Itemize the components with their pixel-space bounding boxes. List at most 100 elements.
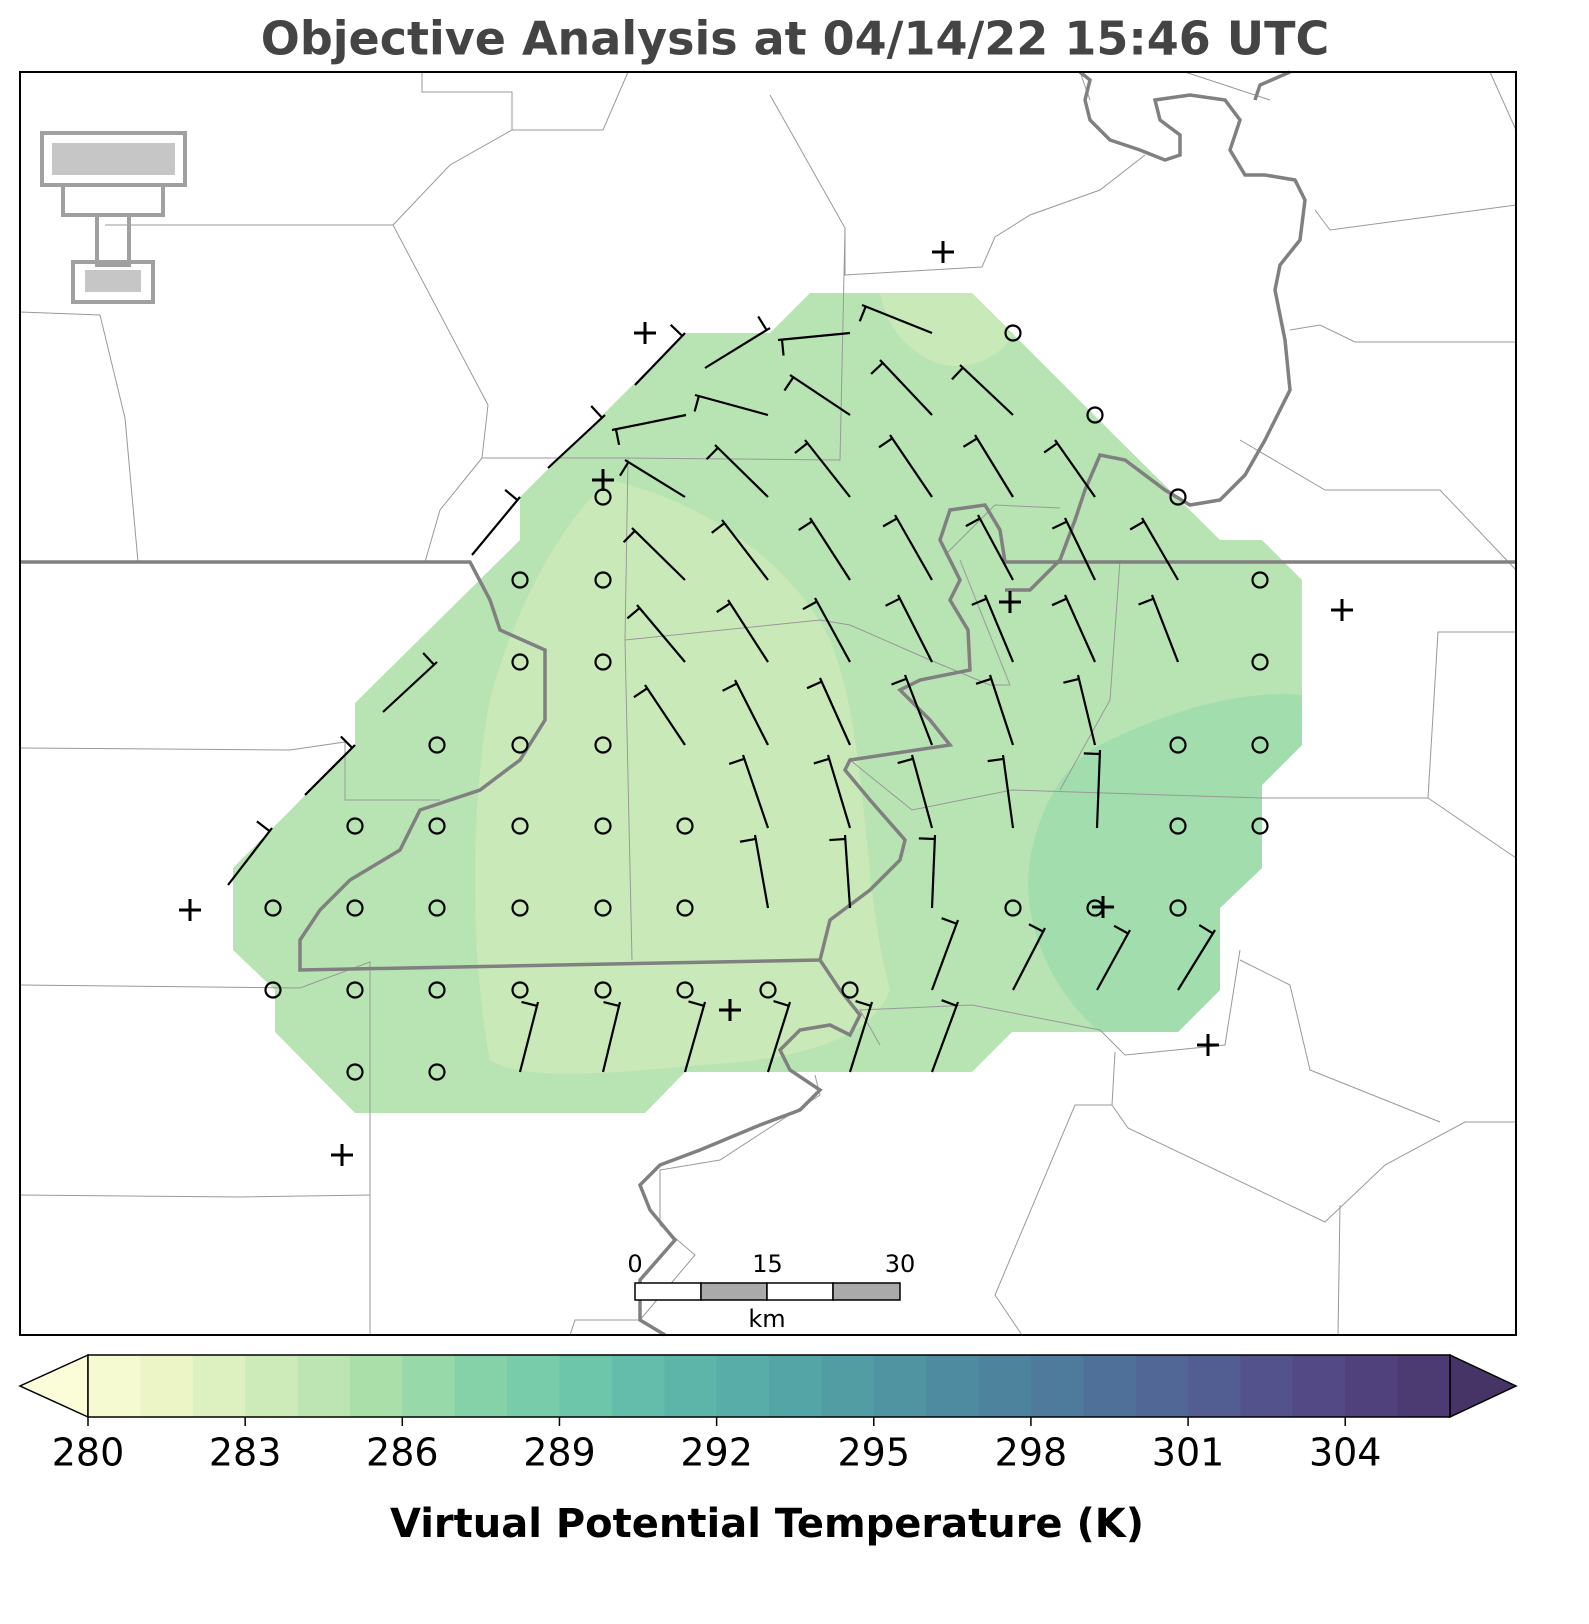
colorbar-segment	[192, 1355, 246, 1417]
calm-station	[1251, 817, 1269, 835]
barb-staff	[889, 434, 933, 498]
barb-staff	[977, 514, 1014, 581]
barb-staff	[624, 459, 686, 498]
scale-tick-label: 15	[752, 1250, 783, 1278]
calm-station	[1169, 899, 1187, 917]
barb-staff	[818, 677, 852, 746]
barb-staff	[894, 514, 933, 581]
barb-flag	[521, 1000, 538, 1007]
colorbar-segment	[88, 1355, 141, 1417]
analysis-fill	[233, 293, 1302, 1113]
scale-tick-label: 0	[627, 1250, 642, 1278]
barb-flag	[716, 602, 731, 613]
barb-flag	[669, 324, 683, 337]
barb-flag	[256, 820, 271, 833]
barb-staff	[910, 754, 934, 829]
barb-flag	[855, 999, 872, 1007]
barb-flag	[1198, 924, 1214, 935]
scale-unit: km	[748, 1305, 785, 1333]
calm-station	[346, 981, 364, 999]
barb-staff	[804, 439, 851, 498]
calm-station	[676, 899, 694, 917]
colorbar-frame	[87, 1354, 1451, 1418]
barb-staff	[636, 604, 686, 663]
barb-staff	[634, 332, 686, 386]
colorbar-segment	[716, 1355, 770, 1417]
missing-station	[999, 591, 1021, 613]
missing-station	[592, 469, 614, 491]
colorbar-label: Virtual Potential Temperature (K)	[390, 1501, 1144, 1547]
calm-station	[511, 653, 529, 671]
barb-staff	[1095, 749, 1102, 829]
calm-station	[511, 899, 529, 917]
calm-station	[1004, 324, 1022, 342]
barb-flag	[829, 837, 846, 842]
colorbar-tick-label: 295	[838, 1431, 911, 1475]
colorbar-extend-low	[18, 1353, 89, 1419]
barb-flag	[757, 315, 768, 331]
missing-station	[1092, 896, 1114, 918]
barb-flag	[728, 757, 745, 766]
barb-flag	[603, 1001, 620, 1007]
map: 0 15 30 km	[19, 70, 1517, 1337]
barb-staff	[1177, 929, 1216, 991]
barb-flag	[885, 597, 901, 607]
barb-flag	[951, 366, 964, 381]
barb-staff	[714, 444, 769, 498]
barb-staff	[227, 827, 273, 886]
barb-staff	[930, 834, 937, 909]
missing-station	[1331, 599, 1353, 621]
missing-station	[1197, 1034, 1219, 1056]
calm-station	[594, 571, 612, 589]
barb-flag	[1051, 520, 1068, 530]
calm-station	[594, 981, 612, 999]
colorbar-tick-label: 286	[366, 1431, 439, 1475]
barb-flag	[1063, 677, 1080, 684]
map-frame	[19, 71, 1517, 1336]
scale-tick-label: 30	[885, 1250, 916, 1278]
calm-station	[428, 736, 446, 754]
barb-flag	[340, 735, 353, 749]
colorbar-segment	[821, 1355, 875, 1417]
barb-staff	[611, 413, 687, 432]
barb-flag	[806, 680, 823, 690]
barb-staff	[644, 684, 686, 746]
title: Objective Analysis at 04/14/22 15:46 UTC	[261, 12, 1330, 66]
barb-staff	[903, 674, 934, 746]
barb-staff	[930, 1001, 960, 1073]
barb-flag	[626, 607, 641, 620]
barb-flag	[1083, 752, 1100, 756]
colorbar-segment	[1345, 1355, 1399, 1417]
calm-station	[264, 899, 282, 917]
barb-flag	[722, 682, 738, 692]
barb-flag	[1028, 923, 1044, 933]
barb-flag	[891, 677, 907, 686]
calm-station	[1169, 736, 1187, 754]
barb-flag	[633, 687, 648, 699]
colorbar-extend-high	[1449, 1353, 1518, 1419]
barb-staff	[879, 359, 933, 416]
colorbar-segment	[297, 1355, 351, 1417]
barb-staff	[547, 414, 606, 469]
calm-station	[841, 981, 859, 999]
barb-staff	[861, 303, 933, 335]
calm-station	[428, 1063, 446, 1081]
barb-staff	[843, 834, 852, 909]
wind-barbs	[227, 303, 1216, 1073]
barb-staff	[631, 527, 686, 581]
calm-station	[511, 736, 529, 754]
calm-station	[346, 1063, 364, 1081]
barb-staff	[897, 594, 933, 663]
barb-staff	[734, 679, 769, 746]
colorbar-segment	[1135, 1355, 1189, 1417]
colorbar-segment	[769, 1355, 822, 1417]
barb-staff	[1076, 674, 1097, 746]
logo	[40, 131, 187, 304]
barb-staff	[959, 364, 1014, 416]
barb-flag	[918, 837, 935, 841]
barb-flag	[711, 522, 726, 534]
scale-bar: 0 15 30 km	[627, 1250, 915, 1333]
calm-station	[759, 981, 777, 999]
barb-staff	[382, 661, 438, 713]
